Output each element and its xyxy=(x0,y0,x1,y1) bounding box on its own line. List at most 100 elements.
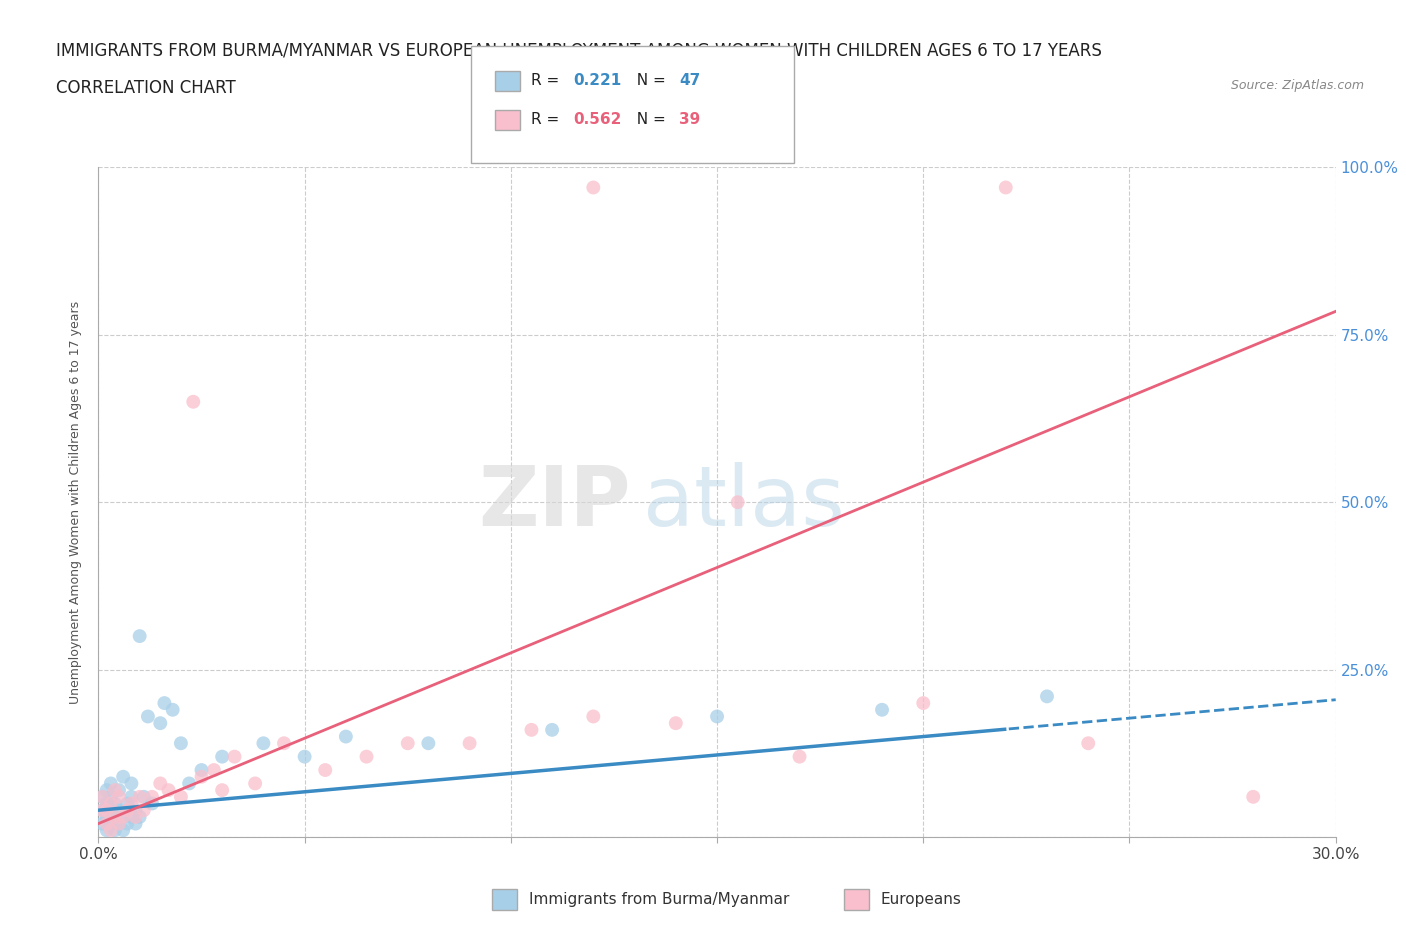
Point xyxy=(91,790,114,804)
Text: IMMIGRANTS FROM BURMA/MYANMAR VS EUROPEAN UNEMPLOYMENT AMONG WOMEN WITH CHILDREN: IMMIGRANTS FROM BURMA/MYANMAR VS EUROPEA… xyxy=(56,42,1102,60)
Point xyxy=(128,629,150,644)
Point xyxy=(108,783,131,798)
Point xyxy=(396,736,419,751)
Point xyxy=(96,823,118,838)
Point xyxy=(91,817,114,831)
Text: ZIP: ZIP xyxy=(478,461,630,543)
Point xyxy=(96,803,118,817)
Point xyxy=(458,736,481,751)
Point xyxy=(100,776,122,790)
Point xyxy=(706,709,728,724)
Text: 47: 47 xyxy=(679,73,700,88)
Point xyxy=(162,702,184,717)
Point xyxy=(211,783,233,798)
Point xyxy=(112,769,135,784)
Point xyxy=(120,796,142,811)
Point xyxy=(108,817,131,831)
Point xyxy=(520,723,543,737)
Point xyxy=(912,696,935,711)
Point xyxy=(727,495,749,510)
Point xyxy=(117,817,139,831)
Text: atlas: atlas xyxy=(643,461,845,543)
Point xyxy=(314,763,336,777)
Point xyxy=(190,763,212,777)
Point xyxy=(96,809,118,824)
Point xyxy=(120,776,142,790)
Text: 39: 39 xyxy=(679,113,700,127)
Point xyxy=(335,729,357,744)
Text: CORRELATION CHART: CORRELATION CHART xyxy=(56,79,236,97)
Point xyxy=(117,796,139,811)
Point xyxy=(100,790,122,804)
Point xyxy=(108,803,131,817)
Point xyxy=(273,736,295,751)
Point xyxy=(100,823,122,838)
Point xyxy=(1241,790,1264,804)
Point xyxy=(104,809,127,824)
Point xyxy=(117,803,139,817)
Point xyxy=(108,790,131,804)
Point xyxy=(124,817,146,831)
Point xyxy=(294,750,316,764)
Point xyxy=(252,736,274,751)
Point xyxy=(170,790,193,804)
Point xyxy=(104,796,127,811)
Point xyxy=(243,776,266,790)
Point xyxy=(96,796,118,811)
Point xyxy=(665,716,688,731)
Point xyxy=(1036,689,1059,704)
Point xyxy=(100,796,122,811)
Point xyxy=(132,790,155,804)
Text: R =: R = xyxy=(531,113,565,127)
Point xyxy=(153,696,176,711)
Point xyxy=(128,809,150,824)
Point xyxy=(202,763,225,777)
Text: R =: R = xyxy=(531,73,565,88)
Point xyxy=(96,783,118,798)
Text: Europeans: Europeans xyxy=(880,892,962,907)
Point xyxy=(104,783,127,798)
Point xyxy=(112,809,135,824)
Y-axis label: Unemployment Among Women with Children Ages 6 to 17 years: Unemployment Among Women with Children A… xyxy=(69,300,83,704)
Point xyxy=(582,709,605,724)
Point xyxy=(128,790,150,804)
Point xyxy=(211,750,233,764)
Text: 0.562: 0.562 xyxy=(574,113,621,127)
Point xyxy=(96,817,118,831)
Text: N =: N = xyxy=(627,73,671,88)
Point xyxy=(181,394,204,409)
Point xyxy=(120,790,142,804)
Point xyxy=(91,803,114,817)
Point xyxy=(108,817,131,831)
Point xyxy=(170,736,193,751)
Point xyxy=(132,803,155,817)
Point xyxy=(141,790,163,804)
Point xyxy=(541,723,564,737)
Point xyxy=(582,180,605,195)
Point xyxy=(224,750,246,764)
Text: 0.221: 0.221 xyxy=(574,73,621,88)
Point xyxy=(141,796,163,811)
Point xyxy=(124,809,146,824)
Point xyxy=(120,809,142,824)
Point xyxy=(157,783,180,798)
Point xyxy=(136,709,159,724)
Point xyxy=(112,823,135,838)
Point xyxy=(418,736,440,751)
Text: Source: ZipAtlas.com: Source: ZipAtlas.com xyxy=(1230,79,1364,92)
Point xyxy=(356,750,378,764)
Point xyxy=(100,817,122,831)
Point xyxy=(149,776,172,790)
Point xyxy=(789,750,811,764)
Point xyxy=(112,809,135,824)
Point xyxy=(149,716,172,731)
Point xyxy=(104,809,127,824)
Point xyxy=(994,180,1017,195)
Text: N =: N = xyxy=(627,113,671,127)
Point xyxy=(104,823,127,838)
Point xyxy=(1077,736,1099,751)
Point xyxy=(124,803,146,817)
Point xyxy=(100,803,122,817)
Point xyxy=(179,776,201,790)
Point xyxy=(91,803,114,817)
